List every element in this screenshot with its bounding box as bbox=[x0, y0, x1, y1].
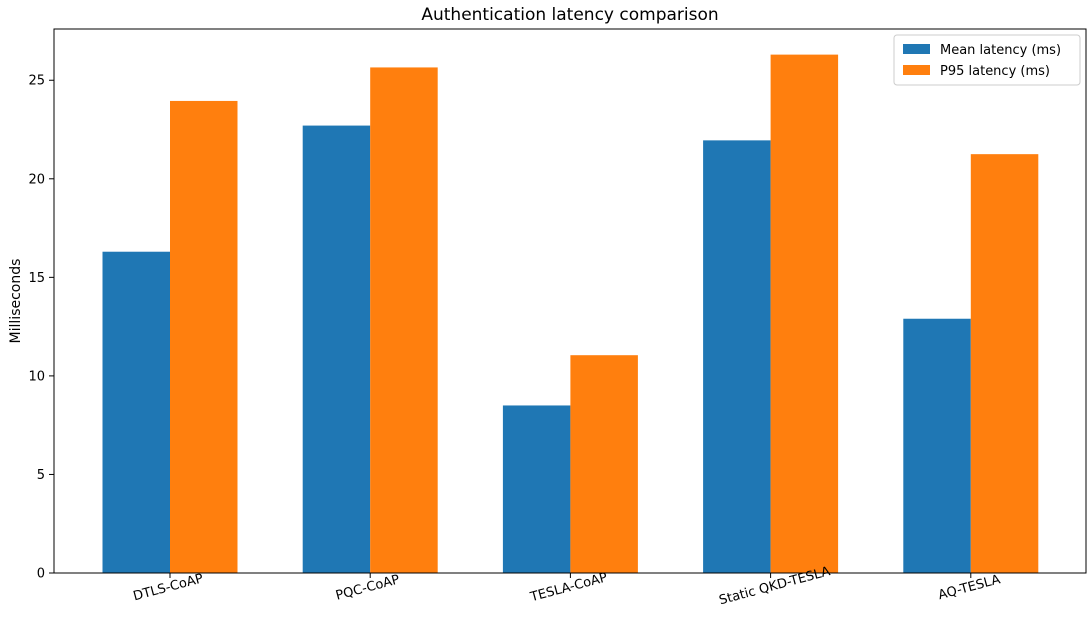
y-tick-label: 0 bbox=[37, 567, 45, 582]
y-axis-label: Milliseconds bbox=[8, 259, 24, 344]
bar-p95-static-qkd-tesla bbox=[770, 54, 839, 574]
bars-layer bbox=[102, 54, 1039, 574]
bar-mean-static-qkd-tesla bbox=[703, 140, 771, 574]
y-tick-label: 10 bbox=[28, 369, 45, 384]
bar-mean-tesla-coap bbox=[502, 405, 571, 573]
bar-p95-pqc-coap bbox=[370, 67, 438, 574]
legend-swatch bbox=[903, 65, 930, 75]
legend-label: P95 latency (ms) bbox=[940, 64, 1050, 79]
legend-label: Mean latency (ms) bbox=[940, 43, 1061, 58]
plot-frame bbox=[53, 28, 1087, 574]
bar-p95-tesla-coap bbox=[570, 355, 638, 573]
chart-title: Authentication latency comparison bbox=[421, 5, 718, 25]
legend-box bbox=[893, 34, 1081, 86]
y-tick-label: 15 bbox=[28, 271, 45, 286]
bar-mean-aq-tesla bbox=[903, 318, 971, 573]
bar-mean-pqc-coap bbox=[302, 125, 371, 573]
y-tick-label: 20 bbox=[28, 172, 45, 187]
bar-mean-dtls-coap bbox=[102, 251, 170, 573]
bar-p95-dtls-coap bbox=[170, 100, 238, 573]
y-tick-label: 25 bbox=[28, 74, 45, 89]
legend-swatch bbox=[903, 44, 930, 54]
x-tick-label: TESLA-CoAP bbox=[528, 570, 609, 605]
x-tick-label: PQC-CoAP bbox=[334, 572, 401, 604]
legend: Mean latency (ms) P95 latency (ms) bbox=[893, 34, 1081, 86]
y-tick-label: 5 bbox=[37, 468, 45, 483]
y-axis: 0 5 10 15 20 25 bbox=[28, 74, 54, 582]
x-tick-label: AQ-TESLA bbox=[937, 572, 1002, 603]
bar-p95-aq-tesla bbox=[970, 154, 1039, 573]
x-tick-label: DTLS-CoAP bbox=[132, 571, 205, 604]
